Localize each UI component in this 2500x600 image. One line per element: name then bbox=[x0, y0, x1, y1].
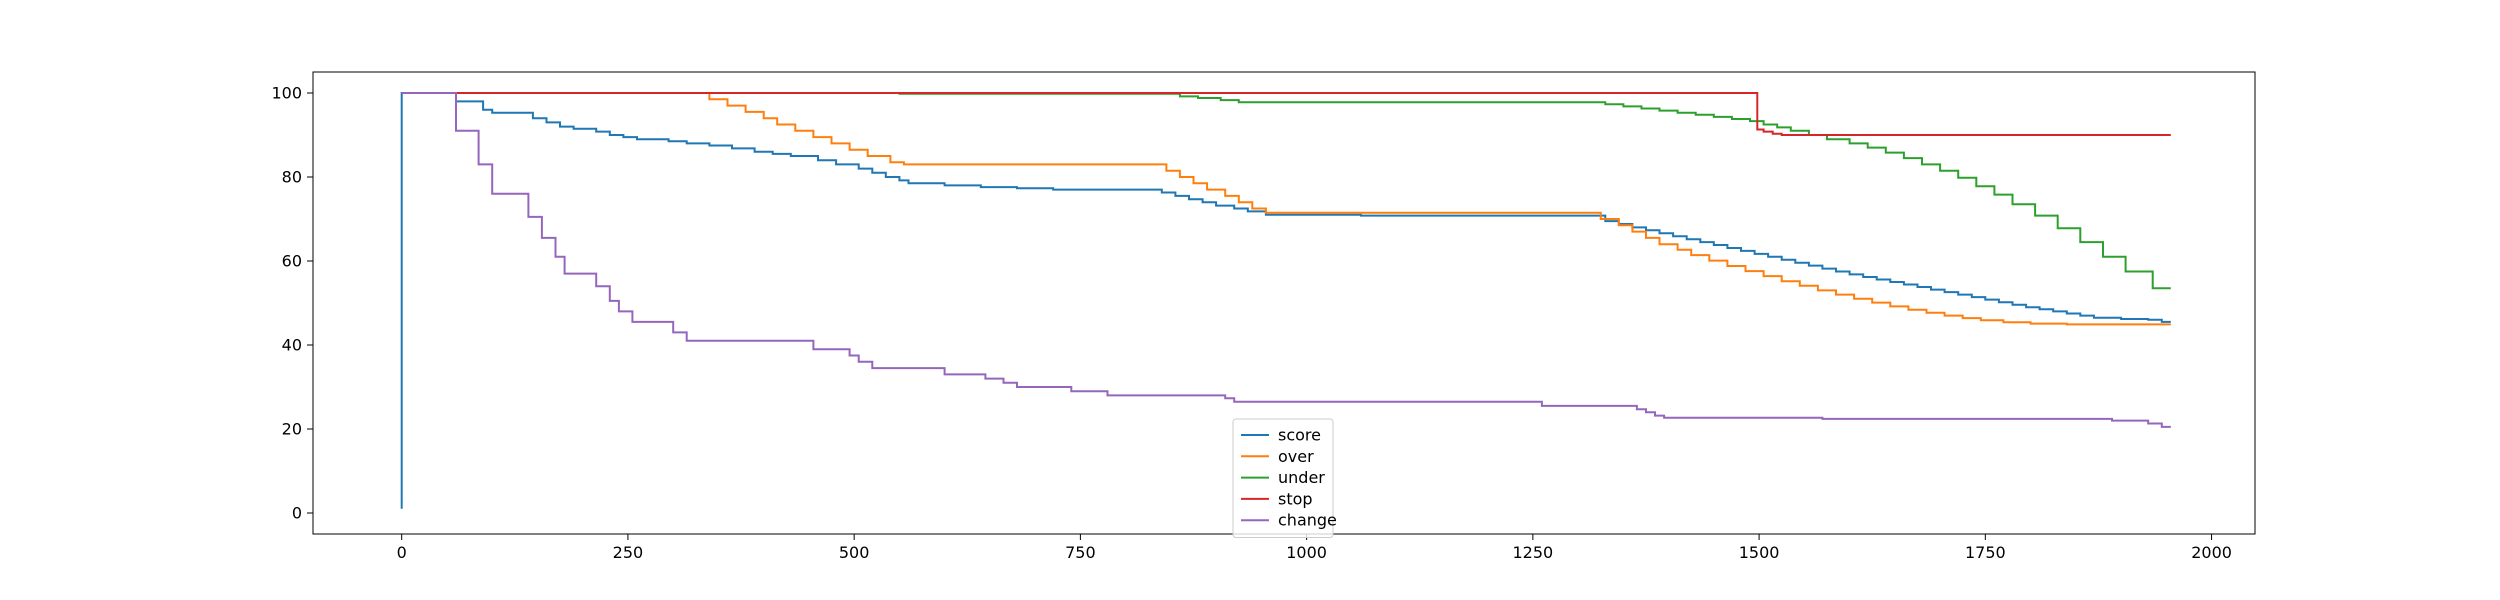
legend: score over under stop change bbox=[1232, 418, 1337, 538]
x-tick-label: 250 bbox=[613, 543, 644, 562]
legend-label-stop: stop bbox=[1278, 489, 1313, 508]
legend-label-change: change bbox=[1278, 511, 1337, 530]
series-line-under bbox=[401, 92, 2171, 290]
x-tick-label: 2000 bbox=[2191, 543, 2232, 562]
legend-label-score: score bbox=[1278, 426, 1321, 445]
legend-label-over: over bbox=[1278, 447, 1314, 466]
series-layer bbox=[400, 92, 2171, 509]
y-axis: 0 20 40 60 80 100 bbox=[271, 84, 313, 523]
series-line-change bbox=[401, 92, 2171, 428]
x-tick-label: 1500 bbox=[1739, 543, 1780, 562]
x-tick-label: 0 bbox=[397, 543, 407, 562]
x-tick-label: 500 bbox=[839, 543, 870, 562]
series-line-score bbox=[400, 92, 2171, 509]
legend-label-under: under bbox=[1278, 468, 1325, 487]
x-axis: 0 250 500 750 1000 1250 1500 1750 2000 bbox=[397, 534, 2232, 562]
y-tick-label: 40 bbox=[282, 336, 302, 355]
series-line-stop bbox=[401, 92, 2171, 136]
y-tick-label: 100 bbox=[271, 84, 302, 103]
series-line-over bbox=[401, 92, 2171, 326]
x-tick-label: 1250 bbox=[1512, 543, 1553, 562]
y-tick-label: 60 bbox=[282, 252, 302, 271]
x-tick-label: 1750 bbox=[1965, 543, 2006, 562]
legend-box bbox=[1232, 418, 1334, 538]
x-tick-label: 1000 bbox=[1286, 543, 1327, 562]
y-tick-label: 0 bbox=[292, 504, 302, 523]
x-tick-label: 750 bbox=[1065, 543, 1096, 562]
y-tick-label: 20 bbox=[282, 420, 302, 439]
y-tick-label: 80 bbox=[282, 168, 302, 187]
